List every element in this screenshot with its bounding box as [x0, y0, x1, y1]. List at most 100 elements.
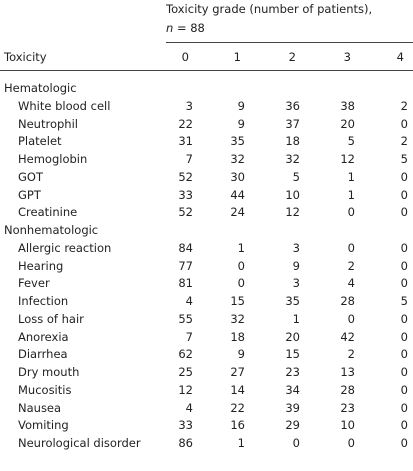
cell-value: 2 — [347, 347, 355, 362]
cell-value: 32 — [285, 152, 300, 166]
cell-value: 52 — [178, 205, 193, 220]
cell-value: 0 — [347, 436, 355, 450]
cell-value: 0 — [400, 365, 408, 379]
cell-value: 3 — [292, 276, 300, 291]
toxicity-name: Infection — [18, 294, 69, 308]
cell-value: 22 — [230, 400, 245, 415]
toxicity-name: Dry mouth — [18, 365, 80, 379]
column-label: Toxicity — [4, 50, 47, 64]
cell-value: 0 — [400, 205, 408, 220]
cell-value: 36 — [285, 98, 300, 113]
cell-value: 39 — [285, 400, 300, 415]
cell-value: 37 — [285, 116, 300, 131]
cell-value: 2 — [347, 258, 355, 273]
cell-value: 10 — [340, 418, 355, 433]
cell-value: 7 — [185, 152, 193, 166]
cell-value: 0 — [400, 169, 408, 184]
cell-value: 34 — [285, 382, 300, 397]
cell-value: 0 — [237, 258, 245, 273]
cell-value: 0 — [347, 240, 355, 255]
toxicity-name: GOT — [18, 169, 43, 184]
toxicity-name: Nausea — [18, 400, 62, 415]
cell-value: 30 — [230, 169, 245, 184]
cell-value: 84 — [178, 240, 193, 255]
cell-value: 0 — [400, 418, 408, 433]
cell-value: 0 — [347, 205, 355, 220]
cell-value: 1 — [237, 436, 245, 450]
toxicity-name: Allergic reaction — [18, 240, 112, 255]
cell-value: 81 — [178, 276, 193, 291]
cell-value: 0 — [400, 436, 408, 450]
cell-value: 16 — [230, 418, 245, 433]
cell-value: 38 — [340, 98, 355, 113]
cell-value: 5 — [400, 152, 408, 166]
cell-value: 31 — [178, 134, 193, 149]
toxicity-name: Vomiting — [18, 418, 69, 433]
cell-value: 12 — [178, 382, 193, 397]
cell-value: 33 — [178, 187, 193, 202]
cell-value: 3 — [292, 240, 300, 255]
toxicity-name: Creatinine — [18, 205, 78, 220]
cell-value: 5 — [347, 134, 355, 149]
section-name: Nonhematologic — [4, 223, 99, 237]
cell-value: 3 — [185, 98, 193, 113]
cell-value: 25 — [178, 365, 193, 379]
cell-value: 52 — [178, 169, 193, 184]
cell-value: 15 — [230, 294, 245, 308]
cell-value: 0 — [400, 311, 408, 326]
cell-value: 4 — [185, 400, 193, 415]
cell-value: 0 — [400, 329, 408, 344]
cell-value: 1 — [292, 311, 300, 326]
cell-value: 18 — [285, 134, 300, 149]
toxicity-name: Fever — [18, 276, 50, 291]
cell-value: 86 — [178, 436, 193, 450]
cell-value: 44 — [230, 187, 245, 202]
cell-value: 9 — [237, 347, 245, 362]
cell-value: 0 — [400, 187, 408, 202]
cell-value: 23 — [285, 365, 300, 379]
cell-value: 12 — [340, 152, 355, 166]
cell-value: 2 — [400, 134, 408, 149]
header-rule — [166, 42, 413, 43]
cell-value: 33 — [178, 418, 193, 433]
cell-value: 5 — [400, 294, 408, 308]
toxicity-name: Anorexia — [18, 329, 69, 344]
cell-value: 29 — [285, 418, 300, 433]
cell-value: 27 — [230, 365, 245, 379]
cell-value: 4 — [347, 276, 355, 291]
toxicity-name: Neutrophil — [18, 116, 78, 131]
cell-value: 0 — [237, 276, 245, 291]
toxicity-name: GPT — [18, 187, 41, 202]
toxicity-name: Loss of hair — [18, 311, 84, 326]
cell-value: 23 — [340, 400, 355, 415]
n-symbol: n — [166, 21, 174, 35]
grade-header: 2 — [288, 50, 296, 64]
grade-header: 4 — [396, 50, 404, 64]
grade-header: 0 — [181, 50, 189, 64]
toxicity-name: Diarrhea — [18, 347, 68, 362]
cell-value: 35 — [285, 294, 300, 308]
cell-value: 5 — [292, 169, 300, 184]
cell-value: 77 — [178, 258, 193, 273]
toxicity-name: Neurological disorder — [18, 436, 141, 450]
cell-value: 0 — [400, 258, 408, 273]
toxicity-name: Hearing — [18, 258, 64, 273]
cell-value: 0 — [400, 276, 408, 291]
header-title: Toxicity grade (number of patients), — [166, 2, 373, 16]
header-n: n = 88 — [166, 21, 205, 35]
cell-value: 1 — [347, 169, 355, 184]
cell-value: 4 — [185, 294, 193, 308]
cell-value: 0 — [292, 436, 300, 450]
section-name: Hematologic — [4, 81, 77, 95]
cell-value: 12 — [285, 205, 300, 220]
toxicity-name: White blood cell — [18, 98, 111, 113]
cell-value: 35 — [230, 134, 245, 149]
cell-value: 0 — [400, 382, 408, 397]
cell-value: 1 — [347, 187, 355, 202]
cell-value: 24 — [230, 205, 245, 220]
cell-value: 0 — [400, 116, 408, 131]
grade-header: 1 — [233, 50, 241, 64]
cell-value: 0 — [400, 240, 408, 255]
cell-value: 15 — [285, 347, 300, 362]
